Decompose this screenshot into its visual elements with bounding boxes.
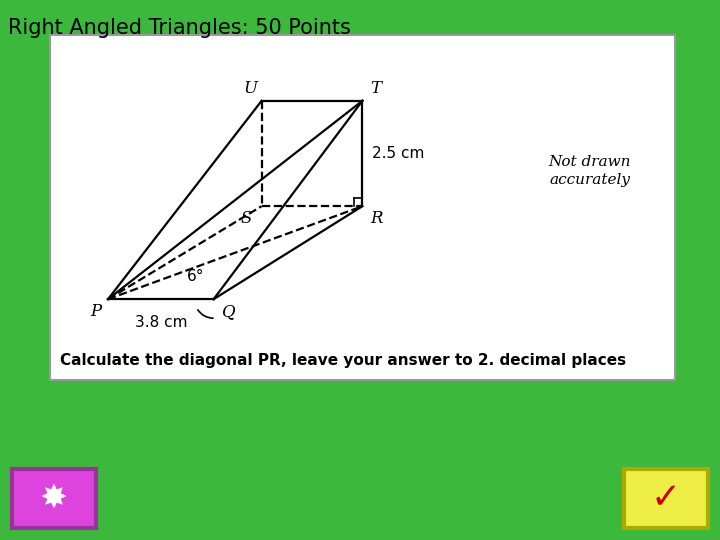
Text: ✓: ✓ (651, 482, 681, 516)
Text: 6°: 6° (187, 269, 204, 284)
Text: Not drawn
accurately: Not drawn accurately (549, 155, 631, 187)
Text: Calculate the diagonal PR, leave your answer to 2. decimal places: Calculate the diagonal PR, leave your an… (60, 353, 626, 368)
FancyBboxPatch shape (624, 469, 708, 528)
Text: Q: Q (222, 303, 235, 320)
FancyBboxPatch shape (50, 35, 675, 380)
Text: 2.5 cm: 2.5 cm (372, 146, 425, 161)
Text: 3.8 cm: 3.8 cm (135, 315, 187, 330)
Text: R: R (370, 210, 383, 227)
Text: ✸: ✸ (40, 482, 68, 515)
Text: U: U (243, 80, 258, 97)
Text: S: S (240, 210, 251, 227)
Text: Right Angled Triangles: 50 Points: Right Angled Triangles: 50 Points (8, 18, 351, 38)
Text: P: P (91, 303, 102, 320)
FancyBboxPatch shape (12, 469, 96, 528)
Text: T: T (370, 80, 382, 97)
